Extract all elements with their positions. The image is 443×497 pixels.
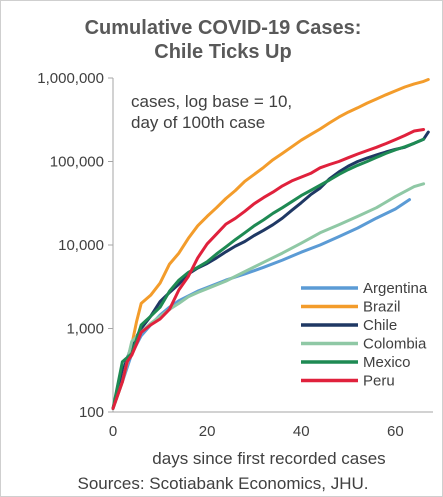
legend-label-colombia: Colombia xyxy=(363,336,427,353)
axes: 100 1,000 10,000 100,000 1,000,000 0 20 40 60 xyxy=(37,70,433,440)
y-tick-label: 100 xyxy=(79,404,104,421)
legend-label-mexico: Mexico xyxy=(363,354,411,371)
series-line-mexico xyxy=(111,137,426,410)
legend-label-chile: Chile xyxy=(363,317,397,334)
y-tick-label: 1,000,000 xyxy=(37,70,104,87)
x-tick-label: 20 xyxy=(199,423,216,440)
legend-label-peru: Peru xyxy=(363,373,395,390)
legend-label-brazil: Brazil xyxy=(363,299,401,316)
series-lines xyxy=(111,78,430,410)
x-tick-label: 0 xyxy=(109,423,117,440)
annotation-line-1: cases, log base = 10, xyxy=(131,92,292,111)
series-line-peru xyxy=(111,128,426,410)
chart-title-line-1: Cumulative COVID-19 Cases: xyxy=(85,17,362,39)
y-tick-label: 1,000 xyxy=(66,321,104,338)
x-tick-label: 40 xyxy=(293,423,310,440)
x-axis-label: days since first recorded cases xyxy=(152,449,385,468)
y-tick-label: 10,000 xyxy=(58,237,104,254)
source-note: Sources: Scotiabank Economics, JHU. xyxy=(77,474,368,493)
x-tick-label: 60 xyxy=(387,423,404,440)
annotation-line-2: day of 100th case xyxy=(131,113,265,132)
series-line-brazil xyxy=(111,78,430,410)
legend-label-argentina: Argentina xyxy=(363,280,428,297)
y-tick-label: 100,000 xyxy=(50,154,104,171)
chart-title-line-2: Chile Ticks Up xyxy=(154,41,291,63)
